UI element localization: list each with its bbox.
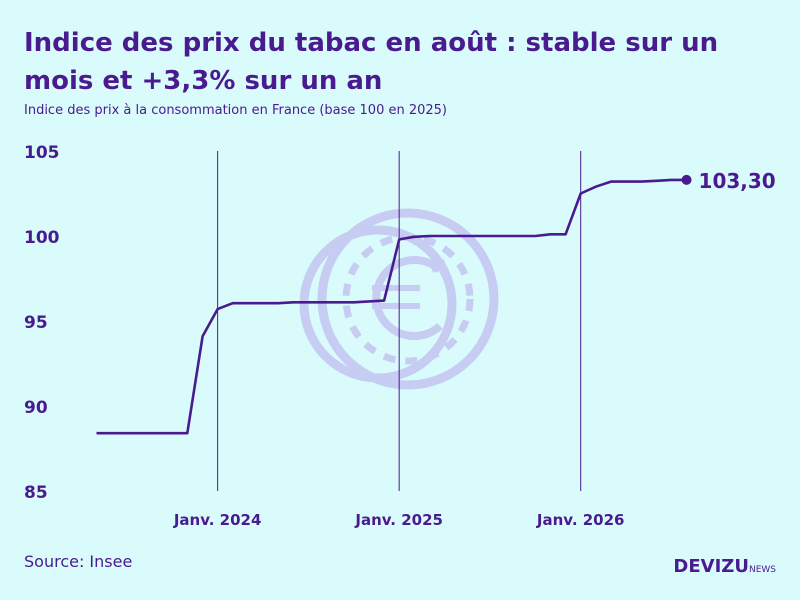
y-tick-label: 85: [24, 483, 48, 503]
y-tick-label: 105: [24, 143, 60, 163]
brand-name: DEVIZU: [673, 556, 749, 577]
y-tick-label: 100: [24, 228, 60, 248]
y-tick-label: 90: [24, 398, 48, 418]
source-note: Source: Insee: [24, 552, 133, 571]
brand-logo: DEVIZUNEWS: [673, 556, 776, 577]
page-title: Indice des prix du tabac en août : stabl…: [24, 28, 719, 96]
y-tick-label: 95: [24, 313, 48, 333]
end-point-marker: [681, 174, 692, 185]
euro-coin-icon: [299, 208, 499, 390]
brand-suffix: NEWS: [748, 565, 776, 575]
x-tick-label: Janv. 2024: [173, 511, 262, 529]
x-tick-label: Janv. 2026: [536, 511, 625, 529]
series-line: [96, 178, 687, 435]
x-tick-label: Janv. 2025: [354, 511, 443, 529]
subtitle: Indice des prix à la consommation en Fra…: [24, 103, 448, 118]
end-value-label: 103,30: [699, 169, 776, 193]
